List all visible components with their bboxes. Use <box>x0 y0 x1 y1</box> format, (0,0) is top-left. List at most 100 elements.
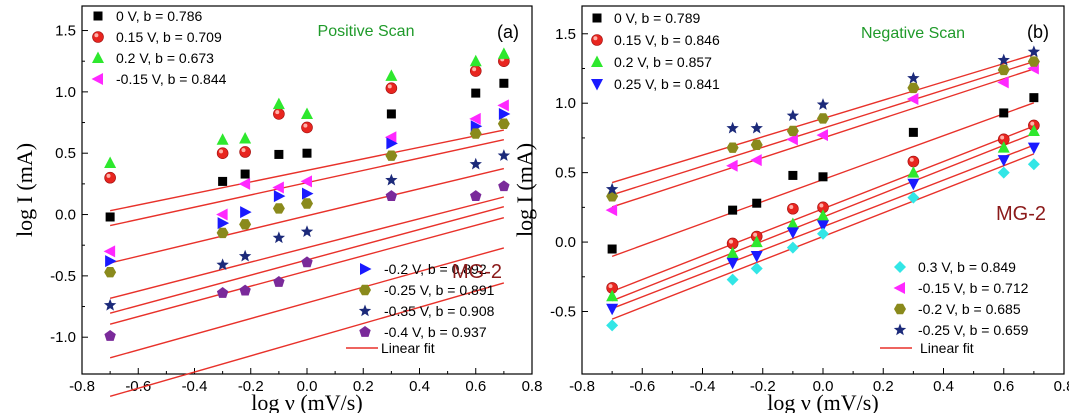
data-point <box>497 118 510 129</box>
data-point <box>470 190 482 201</box>
data-point <box>274 149 284 159</box>
marker-highlight <box>106 173 111 178</box>
data-point <box>907 71 920 84</box>
data-point <box>999 108 1009 118</box>
data-point <box>385 69 398 81</box>
legend-marker <box>894 303 906 315</box>
data-point <box>217 217 230 230</box>
y-tick-label: 1.0 <box>55 84 76 101</box>
fit-line <box>109 196 505 299</box>
x-tick-label: 0.8 <box>522 378 543 395</box>
legend: 0 V, b = 0.789 0.15 V, b = 0.846 0.2 V, b … <box>591 10 1029 356</box>
fit-line <box>109 282 505 397</box>
data-point <box>1027 124 1040 136</box>
data-point <box>726 121 739 134</box>
data-point <box>273 276 285 287</box>
legend-entry-label: 0.15 V, b = 0.709 <box>116 29 222 45</box>
data-point <box>103 298 117 311</box>
panel-label: (a) <box>497 22 519 42</box>
x-tick-label: -0.4 <box>690 378 716 395</box>
data-point <box>239 284 251 296</box>
data-point <box>817 227 829 240</box>
legend-entry-label: 0.2 V, b = 0.673 <box>116 50 214 66</box>
data-point <box>726 246 739 259</box>
legend-marker <box>91 73 103 85</box>
data-point <box>239 131 252 144</box>
y-tick-label: -1.0 <box>50 329 76 346</box>
legend-marker <box>894 261 906 273</box>
y-tick-label: 1.5 <box>55 23 76 40</box>
legend-entry-label: -0.2 V, b = 0.685 <box>918 301 1021 317</box>
sample-label: MG-2 <box>452 261 502 283</box>
marker-highlight <box>789 204 794 209</box>
data-point <box>788 170 798 180</box>
data-point <box>272 231 286 244</box>
marker-highlight <box>909 157 914 162</box>
data-point <box>786 125 799 137</box>
x-tick-label: 0.0 <box>813 378 834 395</box>
panel-b: -0.8 -0.6 -0.4 -0.2 0.0 0.2 0.4 0.6 0.8 -0.5 0.0 0.… <box>512 5 1069 413</box>
fit-line <box>109 167 505 264</box>
data-point <box>272 203 285 214</box>
data-point <box>301 107 313 119</box>
data-point <box>750 154 762 167</box>
data-point <box>239 146 251 158</box>
data-point <box>300 225 314 237</box>
y-tick-label: 1.0 <box>555 95 576 112</box>
marker-highlight <box>303 123 308 128</box>
data-point <box>238 177 251 190</box>
marker-highlight <box>608 284 613 289</box>
data-point <box>104 329 116 341</box>
legend-fit-label: Linear fit <box>920 340 974 356</box>
y-tick-label: 0.5 <box>555 165 576 182</box>
x-tick-label: 0.4 <box>933 378 954 395</box>
data-point <box>498 107 511 120</box>
data-point <box>301 198 313 209</box>
marker-body <box>301 121 313 134</box>
marker-highlight <box>593 36 598 41</box>
data-point <box>216 133 229 145</box>
data-point <box>384 131 397 144</box>
data-point <box>750 139 763 151</box>
data-point <box>997 76 1009 89</box>
y-tick-label: 0.0 <box>555 234 576 251</box>
data-point <box>750 235 763 248</box>
data-point <box>104 171 116 184</box>
legend-entry-label: -0.25 V, b = 0.891 <box>384 282 495 298</box>
legend-marker <box>591 79 603 91</box>
marker-highlight <box>241 148 246 153</box>
fit-lines <box>109 129 505 397</box>
data-point <box>726 159 738 172</box>
data-point <box>104 156 117 169</box>
data-point <box>104 266 117 278</box>
legend-marker <box>591 55 603 67</box>
data-point <box>1027 45 1041 58</box>
x-tick-label: -0.6 <box>125 378 151 395</box>
data-point <box>497 149 511 161</box>
data-point <box>786 241 799 254</box>
x-tick-label: -0.8 <box>69 378 95 395</box>
x-tick-label: -0.6 <box>629 378 655 395</box>
x-tick-label: 0.6 <box>993 378 1014 395</box>
data-point <box>817 113 829 124</box>
marker-highlight <box>275 110 280 115</box>
legend-marker <box>893 282 905 294</box>
data-point <box>728 205 738 215</box>
data-point <box>908 127 918 137</box>
axis-ticks: -0.8 -0.6 -0.4 -0.2 0.0 0.2 0.4 0.6 0.8 -0.5 0.0 0.… <box>550 26 1069 395</box>
data-point <box>606 289 619 302</box>
legend-marker <box>92 31 104 43</box>
x-tick-label: 0.2 <box>353 378 374 395</box>
x-tick-label: -0.2 <box>750 378 776 395</box>
legend-entry-label: -0.25 V, b = 0.659 <box>918 322 1029 338</box>
data-point <box>786 109 800 121</box>
data-point <box>1027 158 1040 171</box>
marker-highlight <box>819 203 824 208</box>
data-point <box>216 227 229 239</box>
data-point <box>385 190 398 201</box>
panel-a: -0.8 -0.6 -0.4 -0.2 0.0 0.2 0.4 0.6 0.8 -1.0 -0.5 0… <box>12 5 543 413</box>
data-point <box>302 187 314 200</box>
panel-label: (b) <box>1027 22 1049 42</box>
data-point <box>1027 56 1040 67</box>
